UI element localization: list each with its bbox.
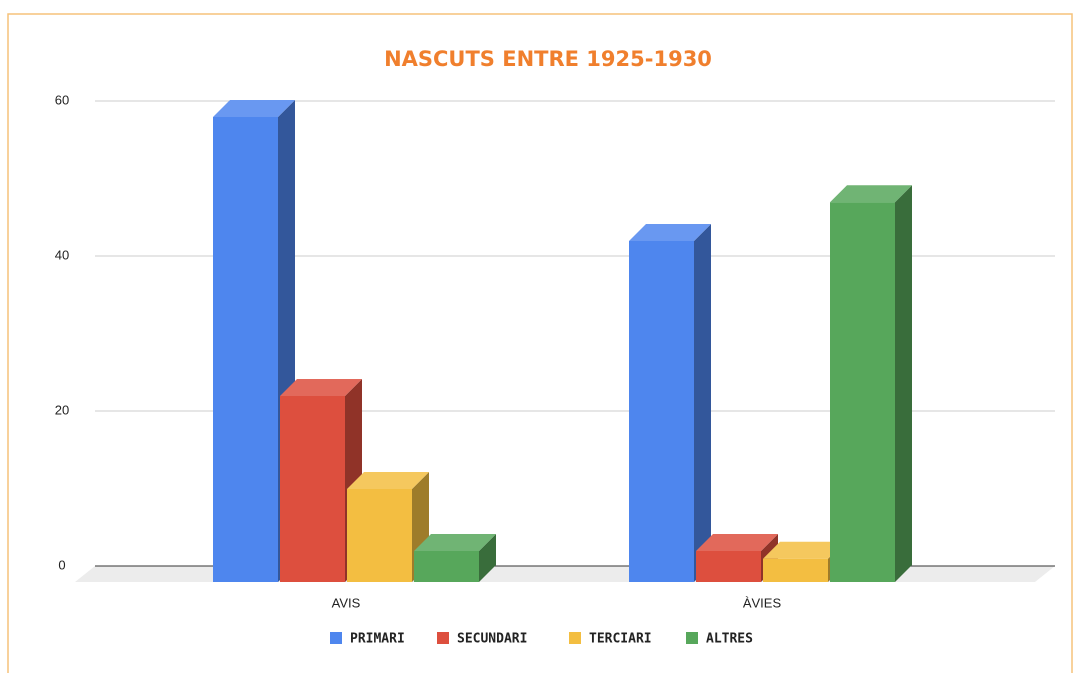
bar xyxy=(763,558,828,582)
y-tick-label: 60 xyxy=(55,92,69,107)
bar-top xyxy=(763,541,845,559)
bar-top xyxy=(629,224,711,241)
bar xyxy=(280,396,345,582)
legend-swatch xyxy=(686,632,698,644)
bar-side xyxy=(479,534,496,582)
bar-top xyxy=(280,379,362,396)
bar-side xyxy=(694,224,711,582)
bar xyxy=(347,489,412,582)
legend-swatch xyxy=(569,632,581,644)
x-tick-label: AVIS xyxy=(332,595,361,610)
bar-side xyxy=(895,185,912,582)
bar-top xyxy=(414,534,496,551)
bar-top xyxy=(347,472,429,489)
bar xyxy=(213,117,278,582)
y-tick-label: 0 xyxy=(58,557,65,572)
chart-title: NASCUTS ENTRE 1925-1930 xyxy=(384,47,712,71)
legend-label: ALTRES xyxy=(706,632,753,647)
bar-top xyxy=(213,100,295,117)
x-tick-label: ÀVIES xyxy=(743,595,782,610)
bar-top xyxy=(830,185,912,203)
bar-top xyxy=(696,534,778,551)
bar xyxy=(414,551,479,582)
bar xyxy=(830,202,895,582)
legend-label: PRIMARI xyxy=(350,632,405,647)
y-tick-label: 20 xyxy=(55,402,69,417)
legend-swatch xyxy=(437,632,449,644)
y-tick-label: 40 xyxy=(55,247,69,262)
legend-label: TERCIARI xyxy=(589,632,652,647)
bar xyxy=(696,551,761,582)
legend-swatch xyxy=(330,632,342,644)
legend-label: SECUNDARI xyxy=(457,632,527,647)
bar xyxy=(629,241,694,582)
frame xyxy=(7,13,1073,673)
